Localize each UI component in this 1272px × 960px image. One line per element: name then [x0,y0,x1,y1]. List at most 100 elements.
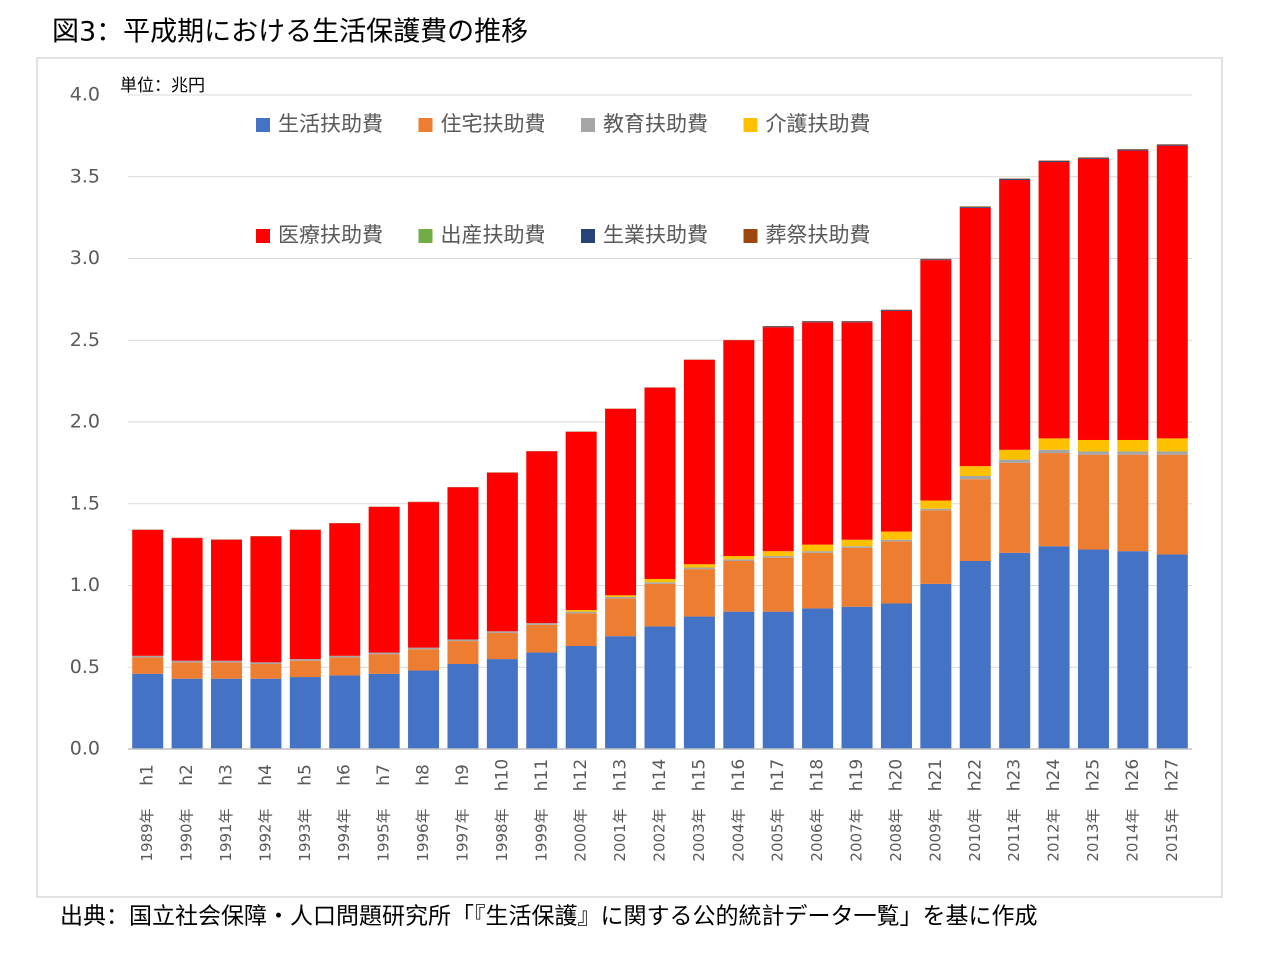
bar-segment [1156,454,1188,555]
legend-label: 葬祭扶助費 [766,223,871,247]
x-tick-label: h6 [335,764,355,786]
bar-segment [841,539,873,547]
bar-segment [1156,145,1188,439]
x-tick-year: 2000年 [572,808,590,861]
bar-segment [250,663,282,679]
bar-segment [1117,451,1149,455]
bar-segment [171,538,203,661]
legend-swatch [743,229,758,243]
bar-segment [1117,454,1149,552]
x-tick-year: 2002年 [651,808,669,861]
x-tick-year: 1992年 [256,808,274,861]
chart-title: 図3：平成期における生活保護費の推移 [52,17,528,48]
bar-segment [802,322,834,545]
bar-segment [132,529,164,656]
y-tick-label: 1.5 [70,492,100,514]
bar-segment [171,678,203,749]
x-tick-year: 1995年 [375,808,393,861]
bar-segment [762,611,794,749]
bar-segment [999,459,1031,463]
x-tick-year: 1996年 [414,808,432,861]
bar-segment [368,507,400,653]
bar-segment [802,552,834,609]
source-note: 出典：国立社会保障・人口問題研究所「『生活保護』に関する公的統計データ一覧」を基… [60,904,1038,930]
bar-segment [880,310,912,532]
bar-segment [762,327,794,552]
bar-segment [132,673,164,749]
bar-segment [880,603,912,749]
legend-label: 医療扶助費 [278,223,383,247]
bar-segment [565,645,597,749]
bar-segment [171,662,203,679]
x-tick-label: h21 [926,759,946,791]
bar-segment [289,660,321,678]
bar-segment [762,551,794,557]
x-tick-label: h24 [1044,759,1064,791]
bar-segment [408,670,440,749]
legend-swatch [256,118,270,132]
bar-segment [329,523,361,656]
bar-segment [368,673,400,749]
legend-swatch [256,229,270,243]
x-tick-label: h2 [177,764,197,786]
x-tick-label: h3 [217,764,237,786]
bar-segment [250,662,282,664]
x-tick-year: 2006年 [808,808,826,861]
bar-segment [1117,439,1149,452]
bar-segment [1077,454,1109,550]
x-tick-year: 1990年 [178,808,196,861]
bar-segment [1117,150,1149,440]
y-tick-label: 2.5 [70,329,100,351]
x-tick-label: h1 [138,764,158,786]
bar-segment [959,207,991,467]
bar-segment [447,663,479,749]
x-tick-year: 1999年 [532,808,550,861]
x-tick-year: 2004年 [729,808,747,861]
bar-segment [683,569,715,617]
bar-segment [486,659,518,749]
bar-segment [880,541,912,604]
x-tick-year: 2007年 [848,808,866,861]
legend-swatch [418,229,433,243]
bar-segment [802,321,834,323]
x-tick-label: h10 [492,759,512,791]
bar-segment [250,678,282,749]
x-tick-year: 2013年 [1084,808,1102,861]
x-tick-label: h11 [532,759,552,791]
bar-segment [723,559,755,561]
x-tick-year: 1993年 [296,808,314,861]
x-tick-label: h12 [571,759,591,791]
x-tick-year: 2001年 [611,808,629,861]
x-tick-year: 1997年 [453,808,471,861]
bar-segment [211,660,243,663]
x-tick-year: 2003年 [690,808,708,861]
bar-segment [802,551,834,553]
bar-segment [211,539,243,661]
bar-segment [644,582,676,584]
x-tick-year: 2010年 [966,808,984,861]
bar-segment [999,179,1031,181]
legend-label: 介護扶助費 [766,112,871,136]
bar-segment [605,598,637,637]
bar-segment [959,479,991,561]
bar-segment [1156,451,1188,455]
y-tick-label: 0.0 [70,738,100,760]
bar-segment [841,546,873,548]
bar-segment [132,655,164,658]
bar-segment [289,659,321,661]
y-tick-label: 1.0 [70,574,100,596]
bar-segment [999,449,1031,460]
y-tick-label: 4.0 [70,84,100,106]
bar-segment [408,649,440,671]
bar-segment [447,639,479,642]
bar-segment [959,560,991,749]
chart-frame [36,57,1223,898]
bar-segment [1077,549,1109,749]
x-tick-label: h26 [1123,759,1143,791]
bar-segment [329,675,361,749]
bar-segment [565,611,597,614]
bar-segment [368,652,400,655]
unit-label: 単位：兆円 [120,76,205,96]
x-tick-label: h13 [611,759,631,791]
